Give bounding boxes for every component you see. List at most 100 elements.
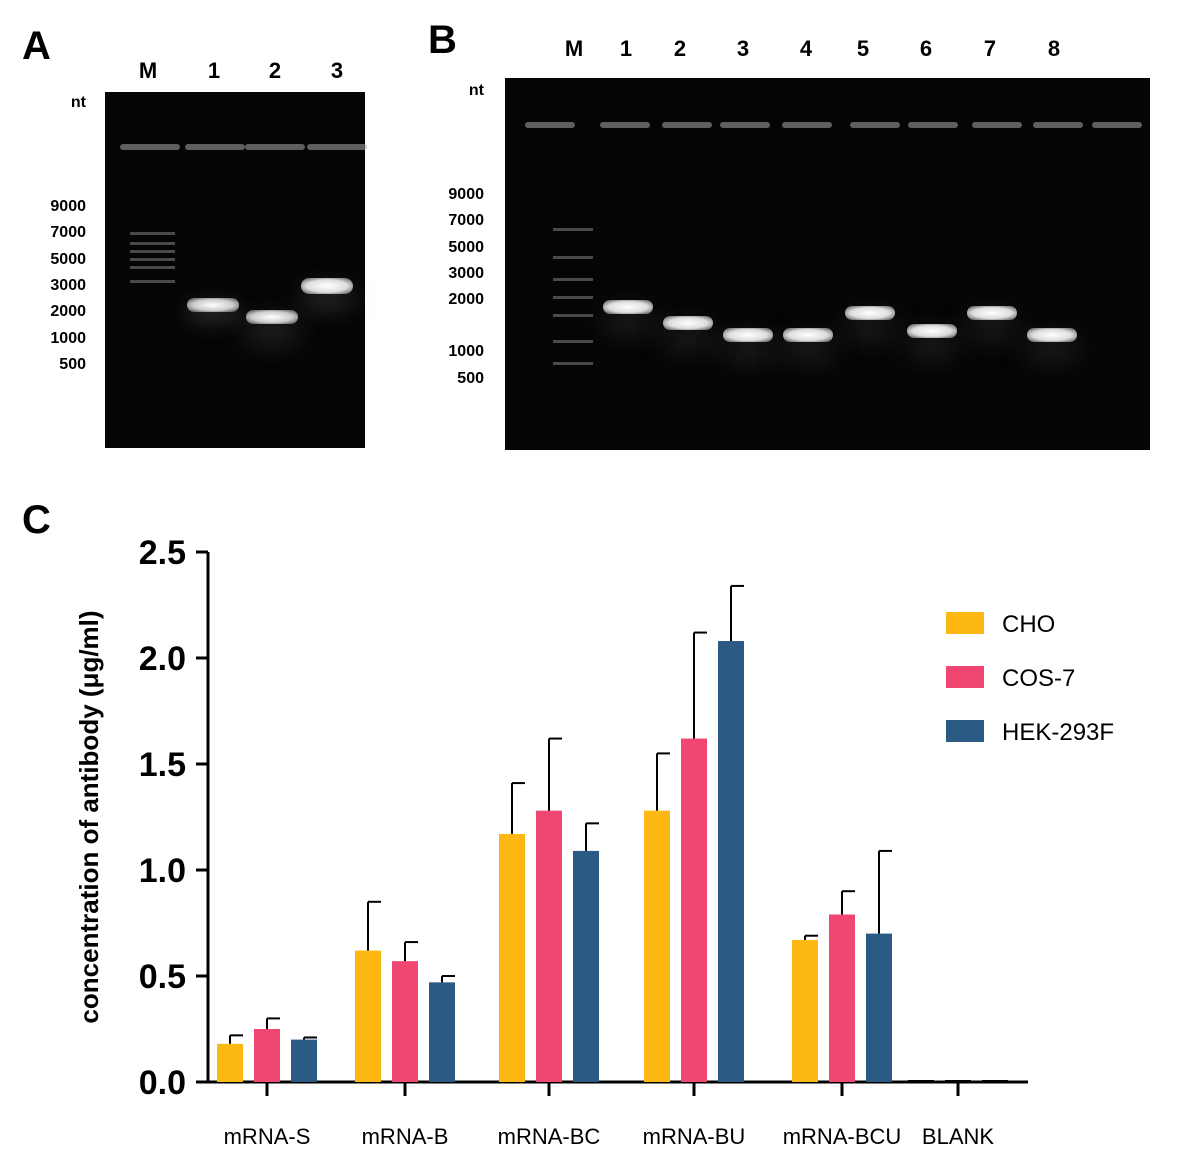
gel-b-lane-label: 2 (673, 36, 687, 61)
gel-a-marker-label: 5000 (50, 251, 86, 268)
y-tick-label: 0.0 (139, 1064, 186, 1102)
bar-hek-293f (718, 641, 744, 1082)
gel-a-lane-label: 2 (268, 58, 282, 83)
gel-a-marker-label: 1000 (50, 330, 86, 347)
gel-a-well (245, 144, 305, 150)
bar-cos-7 (254, 1029, 280, 1082)
gel-b-ladder-band (553, 296, 593, 299)
legend-label: HEK-293F (1002, 719, 1114, 746)
gel-a-well (307, 144, 367, 150)
bar-cos-7 (392, 961, 418, 1082)
gel-b-band (783, 328, 833, 342)
gel-b-well (850, 122, 900, 128)
gel-a-lane-label: M (138, 58, 158, 83)
gel-a-ladder-band (130, 258, 175, 261)
gel-b-well (720, 122, 770, 128)
gel-b-lane-label: 4 (799, 36, 813, 61)
panel-a-unit: nt (70, 94, 86, 111)
bar-cho (644, 810, 670, 1082)
gel-b-marker-label: 7000 (448, 212, 484, 229)
gel-a-ladder-band (130, 266, 175, 269)
gel-b-band (603, 300, 653, 314)
gel-b-band (663, 316, 713, 330)
gel-b-well (662, 122, 712, 128)
gel-b-band (723, 328, 773, 342)
gel-b-lane-label: 1 (619, 36, 633, 61)
bar-hek-293f (573, 850, 599, 1082)
gel-a-ladder-band (130, 232, 175, 235)
gel-a-ladder-band (130, 280, 175, 283)
gel-b-well (600, 122, 650, 128)
gel-b-lane-label: 5 (856, 36, 870, 61)
bar-cos-7 (829, 914, 855, 1082)
bar-hek-293f (291, 1039, 317, 1082)
panel-c-letter: C (22, 498, 51, 542)
gel-b-lane-label: 8 (1047, 36, 1061, 61)
gel-b-well (525, 122, 575, 128)
gel-b-ladder-band (553, 314, 593, 317)
legend-swatch-hek-293f (946, 720, 984, 742)
gel-b-marker-label: 2000 (448, 291, 484, 308)
gel-image-a (105, 92, 367, 448)
bar-hek-293f (429, 982, 455, 1082)
gel-b-ladder-band (553, 362, 593, 365)
gel-a-lane-label: 1 (207, 58, 221, 83)
gel-a-well (185, 144, 245, 150)
bar-hek-293f (982, 1080, 1008, 1082)
gel-b-lane-label: 6 (919, 36, 933, 61)
gel-b-lane-label: 3 (736, 36, 750, 61)
gel-b-marker-label: 5000 (448, 239, 484, 256)
bar-cho (355, 950, 381, 1082)
bar-cho (908, 1080, 934, 1082)
bar-cho (217, 1043, 243, 1082)
bar-cho (792, 939, 818, 1082)
gel-b-well (782, 122, 832, 128)
gel-b-band (907, 324, 957, 338)
bar-cos-7 (536, 810, 562, 1082)
y-tick-label: 2.5 (139, 534, 186, 572)
gel-b-band (967, 306, 1017, 320)
legend-swatch-cho (946, 612, 984, 634)
y-tick-label: 1.0 (139, 852, 186, 890)
gel-a-band (187, 298, 239, 312)
panel-b-unit: nt (468, 82, 484, 99)
y-tick-label: 1.5 (139, 746, 186, 784)
y-tick-label: 2.0 (139, 640, 186, 678)
gel-a-marker-label: 2000 (50, 303, 86, 320)
gel-b-lane-label: M (564, 36, 584, 61)
legend-label: COS-7 (1002, 665, 1075, 692)
gel-a-marker-label: 3000 (50, 277, 86, 294)
gel-b-ladder-band (553, 256, 593, 259)
gel-a-marker-label: 500 (59, 356, 86, 373)
gel-a-ladder-band (130, 242, 175, 245)
x-tick-label: mRNA-BCU (783, 1124, 902, 1149)
y-tick-label: 0.5 (139, 958, 186, 996)
gel-a-lane-label: 3 (330, 58, 344, 83)
gel-a-marker-label: 7000 (50, 224, 86, 241)
gel-b-marker-label: 9000 (448, 186, 484, 203)
x-tick-label: mRNA-BC (498, 1124, 601, 1149)
bar-hek-293f (866, 933, 892, 1082)
panel-a-letter: A (22, 24, 51, 68)
bar-cos-7 (945, 1080, 971, 1082)
panel-b-letter: B (428, 18, 457, 62)
gel-b-well (1092, 122, 1142, 128)
gel-b-well (972, 122, 1022, 128)
legend-swatch-cos-7 (946, 666, 984, 688)
x-tick-label: mRNA-B (362, 1124, 449, 1149)
gel-b-ladder-band (553, 340, 593, 343)
gel-b-marker-label: 500 (457, 370, 484, 387)
gel-b-marker-label: 3000 (448, 265, 484, 282)
gel-b-ladder-band (553, 228, 593, 231)
gel-a-band (301, 278, 353, 294)
gel-b-lane-label: 7 (983, 36, 997, 61)
gel-a-ladder-band (130, 250, 175, 253)
gel-b-band (1027, 328, 1077, 342)
gel-a-band (246, 310, 298, 324)
bar-cho (499, 833, 525, 1082)
x-tick-label: mRNA-S (224, 1124, 311, 1149)
gel-b-well (908, 122, 958, 128)
x-tick-label: BLANK (922, 1124, 994, 1149)
gel-b-well (1033, 122, 1083, 128)
